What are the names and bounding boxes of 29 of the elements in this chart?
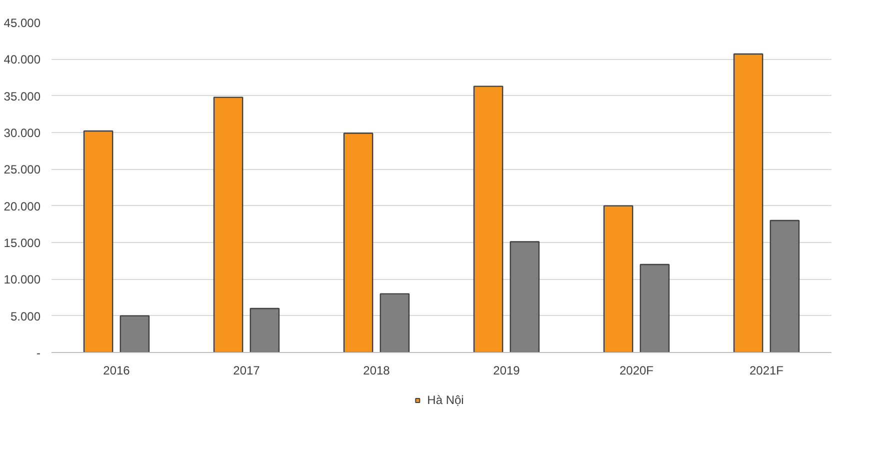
bar [380,293,410,352]
x-tick-label: 2020F [619,364,654,378]
bar [250,308,280,352]
x-tick-label: 2017 [233,364,260,378]
y-tick-label: 5.000 [10,309,41,324]
x-tick-label: 2018 [363,364,390,378]
y-tick-label: 40.000 [4,52,41,67]
bar [213,96,244,352]
bar [120,315,150,352]
y-tick-label: 25.000 [4,162,41,177]
bar [603,205,634,352]
y-tick-label: 35.000 [4,89,41,104]
y-tick-label: 45.000 [4,16,41,30]
x-tick-label: 2019 [493,364,520,378]
y-tick-label: 30.000 [4,126,41,140]
x-tick-label: 2021F [749,364,784,378]
y-tick-label: 10.000 [4,272,41,287]
legend-label: Hà Nội [427,393,464,407]
bar [510,241,540,352]
bar [770,220,800,352]
y-tick-label: 20.000 [4,199,41,214]
bar [343,132,374,352]
y-tick-label: - [36,346,41,360]
bar [83,130,114,352]
bar [640,264,670,352]
x-tick-label: 2016 [103,364,130,378]
bar [473,86,504,352]
bar [733,53,764,352]
y-tick-label: 15.000 [4,236,41,250]
